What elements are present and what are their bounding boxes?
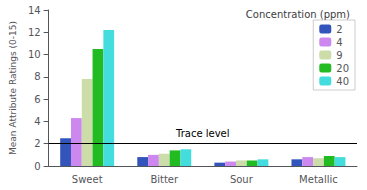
svg-text:Trace level: Trace level: [175, 128, 230, 139]
svg-text:8: 8: [34, 71, 40, 82]
svg-text:0: 0: [34, 161, 40, 172]
svg-text:Bitter: Bitter: [150, 174, 179, 185]
svg-text:Mean Attribute Ratings (0-15): Mean Attribute Ratings (0-15): [8, 21, 18, 155]
svg-text:Sweet: Sweet: [72, 174, 103, 185]
svg-text:4: 4: [34, 116, 40, 127]
svg-text:14: 14: [28, 5, 41, 16]
svg-text:9: 9: [336, 50, 342, 61]
svg-text:12: 12: [28, 27, 41, 38]
svg-text:Concentration (ppm): Concentration (ppm): [246, 9, 350, 20]
svg-text:20: 20: [336, 63, 349, 74]
svg-text:10: 10: [28, 49, 41, 60]
svg-text:2: 2: [34, 138, 40, 149]
svg-text:4: 4: [336, 37, 342, 48]
svg-text:6: 6: [34, 94, 40, 105]
svg-text:Sour: Sour: [230, 174, 254, 185]
svg-text:Metallic: Metallic: [299, 174, 338, 185]
svg-text:40: 40: [336, 76, 349, 87]
svg-text:2: 2: [336, 24, 342, 35]
